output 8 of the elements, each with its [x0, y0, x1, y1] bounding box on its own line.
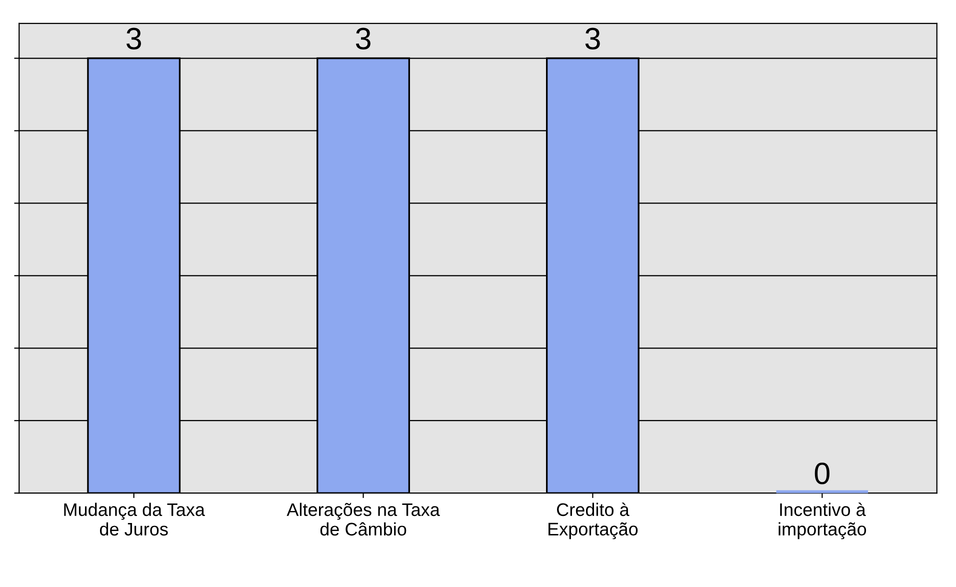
data-label: 0: [814, 462, 830, 484]
data-label: 3: [126, 28, 141, 50]
x-tick-label: Incentivo à importação: [778, 502, 866, 540]
data-label: 3: [356, 28, 370, 50]
data-label: 3: [585, 28, 600, 50]
x-tick-label: Mudança da Taxa de Juros: [64, 502, 205, 536]
x-tick-label: Credito à Exportação: [548, 502, 638, 540]
x-tick-label: Alterações na Taxa de Câmbio: [286, 502, 440, 536]
